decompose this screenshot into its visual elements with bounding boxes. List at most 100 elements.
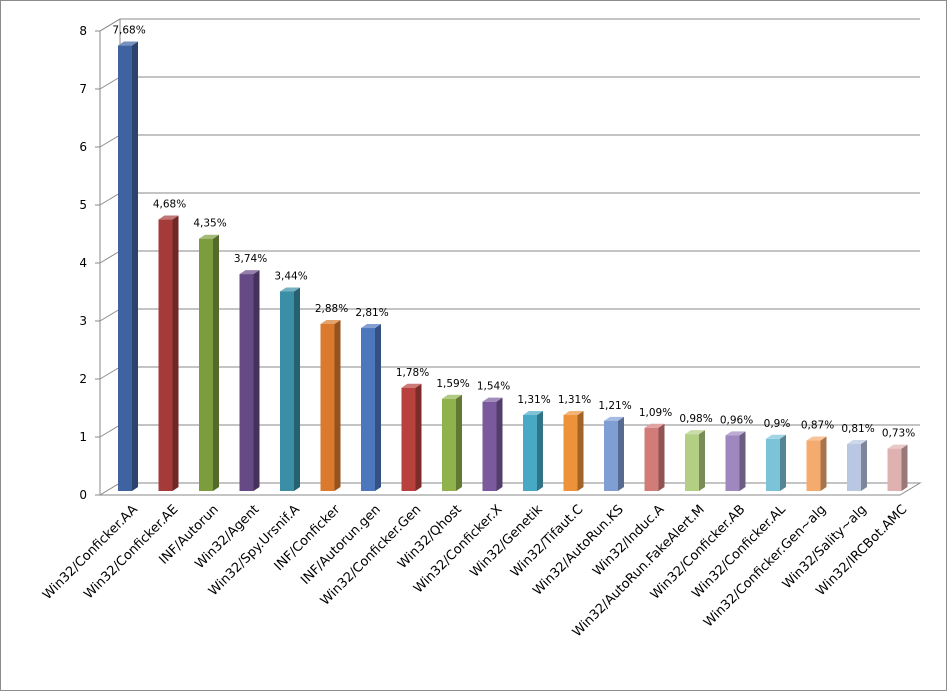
bar-side [861, 440, 867, 491]
bar [320, 323, 335, 491]
bar [482, 401, 497, 491]
bar-side [375, 324, 381, 491]
bar [887, 448, 902, 491]
bar-top [118, 41, 138, 46]
data-label: 7,68% [112, 25, 145, 37]
bar [239, 274, 254, 491]
bar-side [739, 431, 746, 491]
bar-top [320, 319, 341, 324]
chart-floor [98, 482, 922, 496]
bar-top [725, 431, 746, 436]
bar [604, 420, 618, 491]
bar-side [699, 430, 705, 491]
y-axis-top-depth [99, 18, 121, 32]
bar-side [415, 383, 422, 491]
bar-top [401, 383, 422, 388]
data-label: 4,35% [193, 218, 226, 230]
bar-top [806, 436, 827, 441]
bar-side [172, 215, 179, 491]
bar-top [847, 440, 867, 445]
bar-side [901, 444, 908, 491]
data-label: 0,73% [882, 428, 915, 440]
data-label: 3,74% [234, 253, 267, 265]
bar [199, 238, 213, 491]
gridline-depth [99, 308, 121, 322]
bar [280, 291, 294, 491]
y-tick-label: 0 [79, 488, 87, 502]
bar-side [132, 41, 138, 492]
bar-side [253, 270, 260, 491]
bar-top [887, 444, 908, 449]
bar [847, 444, 861, 491]
data-label: 0,98% [679, 413, 712, 425]
bar-top [361, 324, 381, 329]
bar-side [537, 411, 543, 491]
data-label: 0,81% [841, 423, 874, 435]
data-label: 0,96% [720, 414, 753, 426]
bar [523, 415, 537, 491]
bar [401, 387, 416, 491]
bar-side [456, 394, 462, 491]
y-tick-label: 5 [79, 198, 87, 212]
y-tick-label: 6 [79, 140, 87, 154]
gridline-depth [99, 366, 121, 380]
bar-top [158, 215, 179, 220]
bar [766, 438, 780, 491]
data-label: 1,31% [558, 394, 591, 406]
bar-top [280, 287, 300, 292]
bar-side [780, 434, 786, 491]
bar-side [577, 411, 584, 491]
bar-top [442, 394, 462, 399]
data-label: 2,88% [315, 303, 348, 315]
bar-top [766, 434, 786, 439]
bar-top [604, 416, 624, 421]
y-tick-label: 3 [79, 314, 87, 328]
gridline-depth [99, 250, 121, 264]
bar-top [563, 411, 584, 416]
bar [361, 328, 375, 491]
bar [644, 427, 659, 491]
bar-side [496, 397, 503, 491]
data-label: 1,31% [517, 394, 550, 406]
bar-top [199, 234, 219, 239]
bar [806, 440, 821, 491]
bar-side [618, 416, 624, 491]
y-tick-label: 1 [79, 430, 87, 444]
data-label: 0,9% [764, 418, 791, 430]
x-tick-label: Win32/Tifaut.C [508, 502, 586, 580]
data-label: 4,68% [153, 199, 186, 211]
bar [563, 415, 578, 491]
data-label: 0,87% [801, 420, 834, 432]
data-label: 1,09% [639, 407, 672, 419]
data-label: 1,59% [436, 378, 469, 390]
y-tick-label: 4 [79, 256, 87, 270]
bar-side [334, 319, 341, 491]
bar [685, 434, 699, 491]
gridline-depth [99, 424, 121, 438]
data-label: 1,78% [396, 367, 429, 379]
bar [442, 398, 456, 491]
y-tick-label: 7 [79, 82, 87, 96]
bar-top [685, 430, 705, 435]
data-label: 1,54% [477, 381, 510, 393]
y-tick-label: 2 [79, 372, 87, 386]
bar-top [239, 270, 260, 275]
x-tick-label: Win32/Genetik [467, 502, 546, 581]
bar-side [658, 423, 665, 491]
gridline-depth [99, 192, 121, 206]
data-label: 3,44% [274, 270, 307, 282]
bar-top [644, 423, 665, 428]
bar [725, 435, 740, 491]
gridline-depth [99, 76, 121, 90]
gridline-depth [99, 134, 121, 148]
bar-side [294, 287, 300, 491]
bar-side [213, 234, 219, 491]
x-tick-label: Win32/Induc.A [590, 502, 667, 579]
bar-side [820, 436, 827, 491]
data-label: 2,81% [355, 307, 388, 319]
bar [158, 219, 173, 491]
data-label: 1,21% [598, 400, 631, 412]
y-tick-label: 8 [79, 24, 87, 38]
